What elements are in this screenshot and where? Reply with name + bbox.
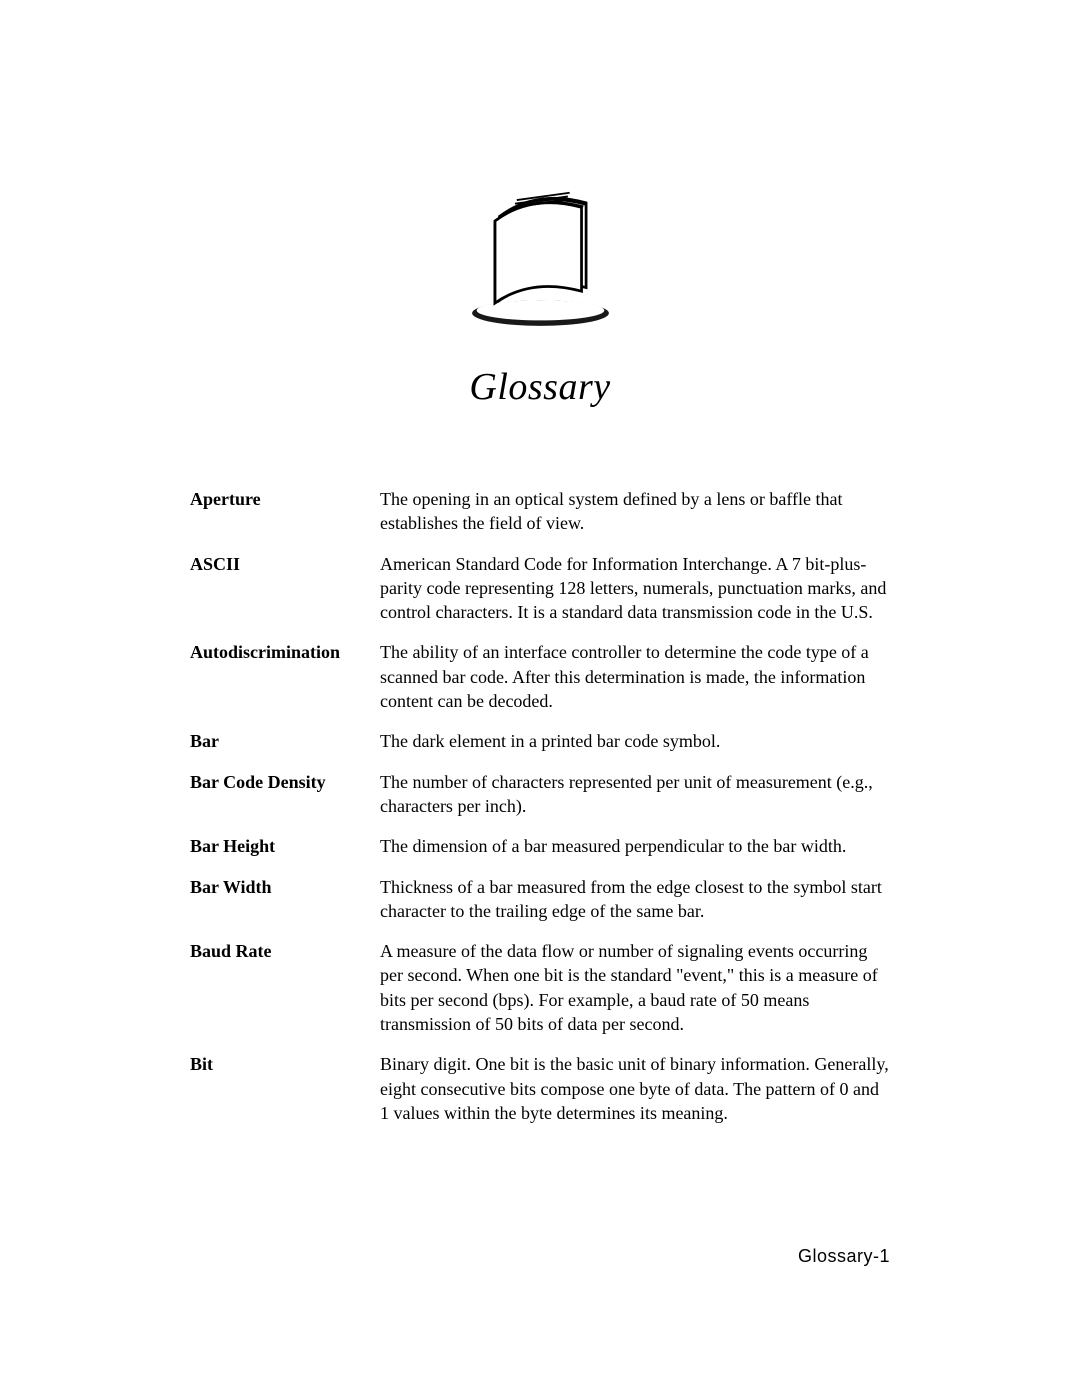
term: Autodiscrimination bbox=[190, 632, 380, 721]
definition: Thickness of a bar measured from the edg… bbox=[380, 867, 890, 932]
page: Glossary Aperture The opening in an opti… bbox=[0, 0, 1080, 1397]
definition: The opening in an optical system defined… bbox=[380, 479, 890, 544]
glossary-entry: Bar Code Density The number of character… bbox=[190, 762, 890, 827]
term: ASCII bbox=[190, 544, 380, 633]
term: Bit bbox=[190, 1044, 380, 1133]
term: Bar bbox=[190, 721, 380, 761]
term: Bar Height bbox=[190, 826, 380, 866]
glossary-entry: Bit Binary digit. One bit is the basic u… bbox=[190, 1044, 890, 1133]
definition: The number of characters represented per… bbox=[380, 762, 890, 827]
glossary-entry: Bar Width Thickness of a bar measured fr… bbox=[190, 867, 890, 932]
definition: The ability of an interface controller t… bbox=[380, 632, 890, 721]
definition: The dark element in a printed bar code s… bbox=[380, 721, 890, 761]
glossary-entry: Bar Height The dimension of a bar measur… bbox=[190, 826, 890, 866]
page-number: Glossary-1 bbox=[798, 1246, 890, 1267]
glossary-entry: ASCII American Standard Code for Informa… bbox=[190, 544, 890, 633]
term: Bar Code Density bbox=[190, 762, 380, 827]
term: Bar Width bbox=[190, 867, 380, 932]
glossary-entry: Baud Rate A measure of the data flow or … bbox=[190, 931, 890, 1044]
term: Baud Rate bbox=[190, 931, 380, 1044]
definition: American Standard Code for Information I… bbox=[380, 544, 890, 633]
definition: Binary digit. One bit is the basic unit … bbox=[380, 1044, 890, 1133]
definition: The dimension of a bar measured perpendi… bbox=[380, 826, 890, 866]
definition: A measure of the data flow or number of … bbox=[380, 931, 890, 1044]
glossary-entry: Aperture The opening in an optical syste… bbox=[190, 479, 890, 544]
glossary-entry: Bar The dark element in a printed bar co… bbox=[190, 721, 890, 761]
glossary-entries: Aperture The opening in an optical syste… bbox=[190, 479, 890, 1133]
term: Aperture bbox=[190, 479, 380, 544]
glossary-entry: Autodiscrimination The ability of an int… bbox=[190, 632, 890, 721]
book-icon bbox=[448, 180, 633, 335]
page-title: Glossary bbox=[190, 365, 890, 409]
